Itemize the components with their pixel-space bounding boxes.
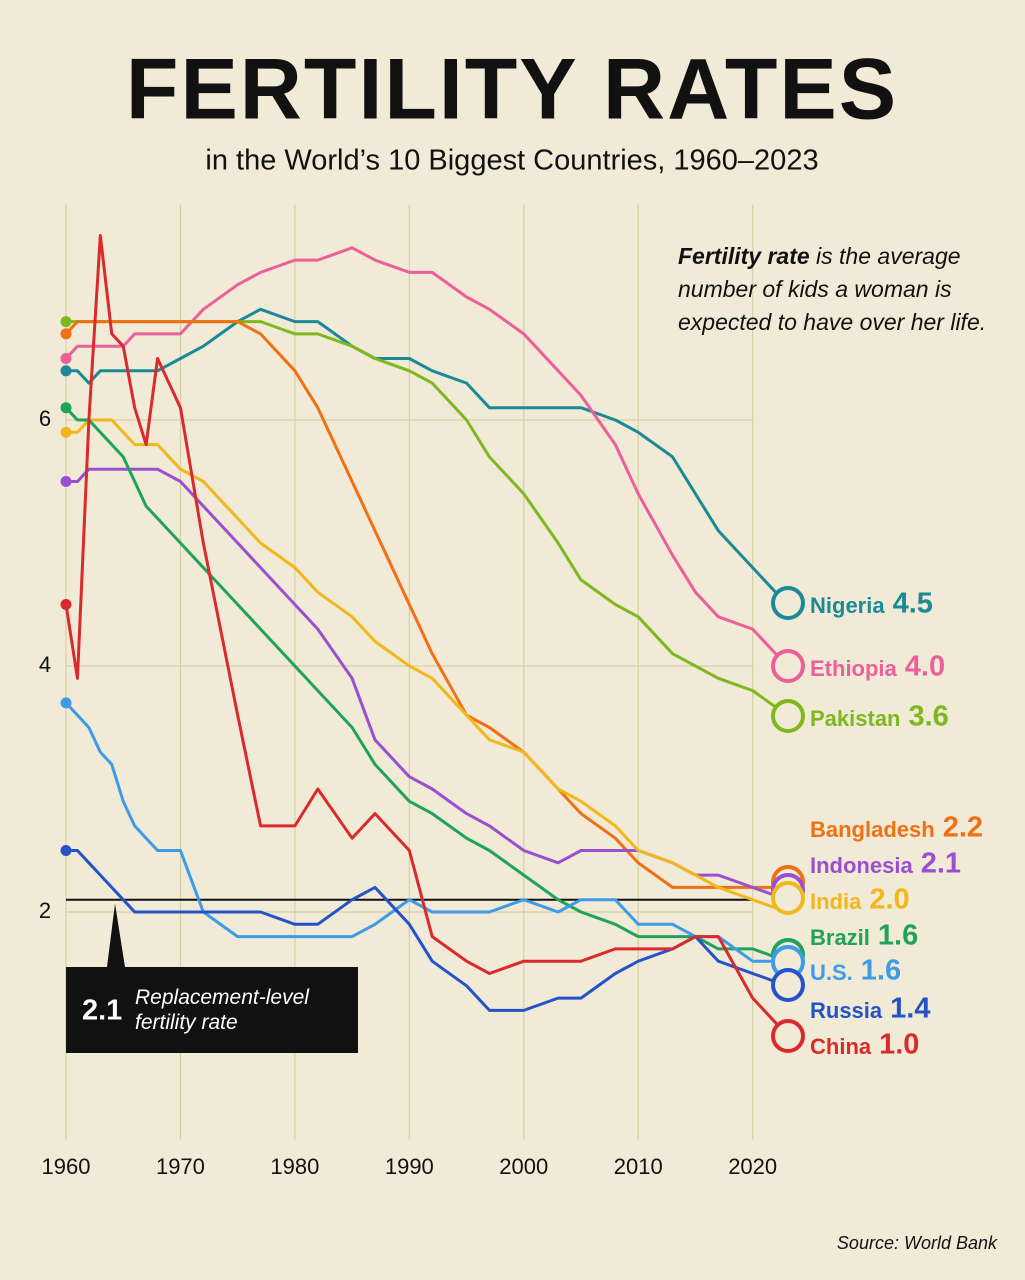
legend-name: Ethiopia	[810, 656, 898, 681]
start-dot	[60, 328, 72, 340]
x-tick-label: 2000	[499, 1154, 548, 1179]
end-value-label: 1.4	[890, 993, 930, 1025]
start-dot	[60, 426, 72, 438]
x-tick-label: 1990	[385, 1154, 434, 1179]
chart-subtitle: in the World’s 10 Biggest Countries, 196…	[205, 145, 818, 177]
flag-icon	[771, 586, 805, 620]
x-tick-label: 1960	[42, 1154, 91, 1179]
end-value-label: 4.0	[905, 651, 945, 683]
flag-icon	[771, 1019, 805, 1053]
legend-name: Russia	[810, 998, 883, 1023]
series-line	[64, 701, 787, 963]
x-tick-label: 2010	[614, 1154, 663, 1179]
end-value-label: 2.2	[943, 812, 983, 844]
flag-icon	[771, 968, 805, 1002]
end-value-label: 2.0	[869, 884, 909, 916]
end-value-label: 1.6	[861, 955, 901, 987]
legend-name: India	[810, 889, 862, 914]
start-dot	[60, 365, 72, 377]
start-dot	[60, 845, 72, 856]
start-dot	[60, 353, 72, 364]
annotation-box	[66, 967, 358, 1053]
series-line	[66, 320, 788, 717]
series-line	[66, 307, 789, 606]
x-tick-label: 1970	[156, 1154, 205, 1179]
start-dot	[60, 476, 72, 487]
x-tick-label: 1980	[270, 1154, 319, 1179]
series-line	[64, 406, 788, 963]
series-line	[66, 418, 788, 914]
legend-name: Bangladesh	[810, 817, 935, 842]
y-tick-label: 6	[39, 406, 51, 431]
start-dot	[60, 402, 72, 414]
legend-name: Pakistan	[810, 706, 901, 731]
series-line	[66, 849, 788, 1012]
replacement-text: Replacement-level fertility rate	[135, 986, 309, 1034]
legend-name: Nigeria	[810, 593, 885, 618]
series-line	[64, 320, 787, 889]
legend-name: Indonesia	[810, 853, 913, 878]
start-dot	[60, 697, 72, 709]
series-line	[66, 467, 788, 902]
end-value-label: 1.6	[878, 920, 918, 952]
end-value-label: 4.5	[893, 588, 933, 620]
note: Fertility rate is the average number of …	[678, 240, 998, 339]
end-value-label: 3.6	[909, 701, 949, 733]
start-dot	[60, 599, 72, 610]
note-bold: Fertility rate	[678, 243, 810, 269]
end-value-label: 1.0	[879, 1029, 919, 1061]
y-tick-label: 2	[39, 898, 51, 923]
annotation-pointer	[107, 903, 125, 967]
flag-icon	[771, 699, 805, 733]
source: Source: World Bank	[837, 1233, 998, 1253]
start-dot	[60, 316, 72, 328]
legend-name: Brazil	[810, 925, 870, 950]
series-line	[64, 234, 789, 1037]
end-value-label: 2.1	[921, 848, 961, 880]
legend-name: U.S.	[810, 960, 853, 985]
legend-name: China	[810, 1034, 872, 1059]
flag-icon	[771, 649, 805, 683]
note-text: is the average number of kids a woman is…	[678, 243, 987, 335]
chart-title: FERTILITY RATES	[126, 42, 898, 138]
x-tick-label: 2020	[728, 1154, 777, 1179]
flag-icon	[771, 881, 805, 915]
replacement-value: 2.1	[82, 995, 122, 1027]
y-tick-label: 4	[39, 652, 51, 677]
